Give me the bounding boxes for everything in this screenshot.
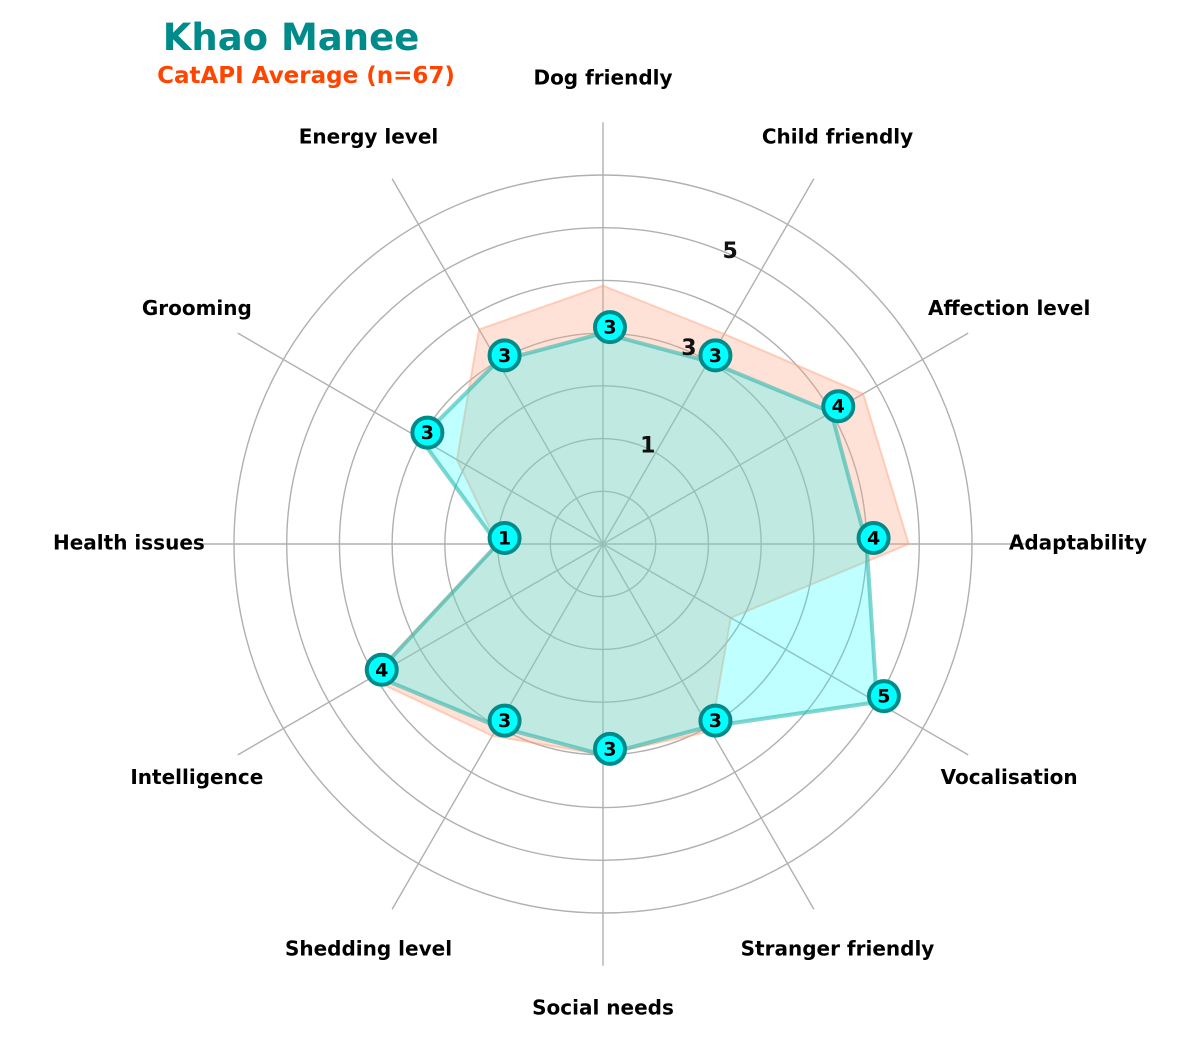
data-point bbox=[410, 415, 445, 450]
axis-labels: Adaptability Affection level Child friendl… bbox=[53, 66, 1147, 1020]
radar-series bbox=[369, 284, 910, 757]
chart-subtitle: CatAPI Average (n=67) bbox=[157, 63, 455, 89]
axis-label: Affection level bbox=[928, 296, 1090, 320]
data-label: 3 bbox=[603, 317, 616, 339]
data-point bbox=[487, 521, 522, 555]
axis-label: Intelligence bbox=[130, 765, 263, 789]
axis-label: Social needs bbox=[532, 996, 674, 1020]
ring-label: 1 bbox=[640, 433, 655, 458]
data-label: 4 bbox=[375, 659, 388, 681]
axis-label: Child friendly bbox=[762, 124, 913, 148]
data-point bbox=[821, 389, 856, 424]
ring-label: 5 bbox=[722, 239, 737, 264]
axis-label: Health issues bbox=[53, 531, 205, 555]
data-point bbox=[487, 703, 522, 738]
data-point bbox=[593, 310, 627, 345]
data-point bbox=[593, 731, 627, 766]
ring-label: 3 bbox=[681, 336, 696, 361]
axis-label: Stranger friendly bbox=[741, 937, 935, 961]
data-label: 3 bbox=[603, 738, 616, 760]
data-point bbox=[698, 703, 733, 738]
grid-spoke bbox=[602, 332, 969, 545]
grid-spoke bbox=[602, 543, 969, 756]
axis-label: Dog friendly bbox=[533, 66, 672, 90]
data-label: 3 bbox=[498, 345, 511, 367]
data-label: 3 bbox=[709, 345, 722, 367]
data-point bbox=[364, 652, 399, 687]
chart-title: Khao Manee bbox=[162, 16, 420, 59]
axis-label: Vocalisation bbox=[941, 765, 1078, 789]
axis-label: Shedding level bbox=[285, 937, 452, 961]
data-label: 3 bbox=[498, 710, 511, 732]
axis-label: Adaptability bbox=[1009, 531, 1147, 555]
data-label: 5 bbox=[877, 686, 890, 708]
data-point bbox=[698, 338, 733, 373]
data-label: 4 bbox=[832, 396, 845, 418]
ring-labels: 1 3 5 bbox=[640, 239, 738, 458]
data-label: 4 bbox=[867, 528, 880, 550]
axis-label: Energy level bbox=[299, 124, 439, 148]
data-label: 1 bbox=[498, 528, 511, 550]
axis-label: Grooming bbox=[142, 296, 252, 320]
data-label: 3 bbox=[421, 422, 434, 444]
data-point bbox=[856, 521, 891, 555]
data-label: 3 bbox=[709, 710, 722, 732]
data-point bbox=[866, 679, 901, 714]
data-point bbox=[487, 338, 522, 373]
grid-spoke bbox=[237, 543, 604, 756]
